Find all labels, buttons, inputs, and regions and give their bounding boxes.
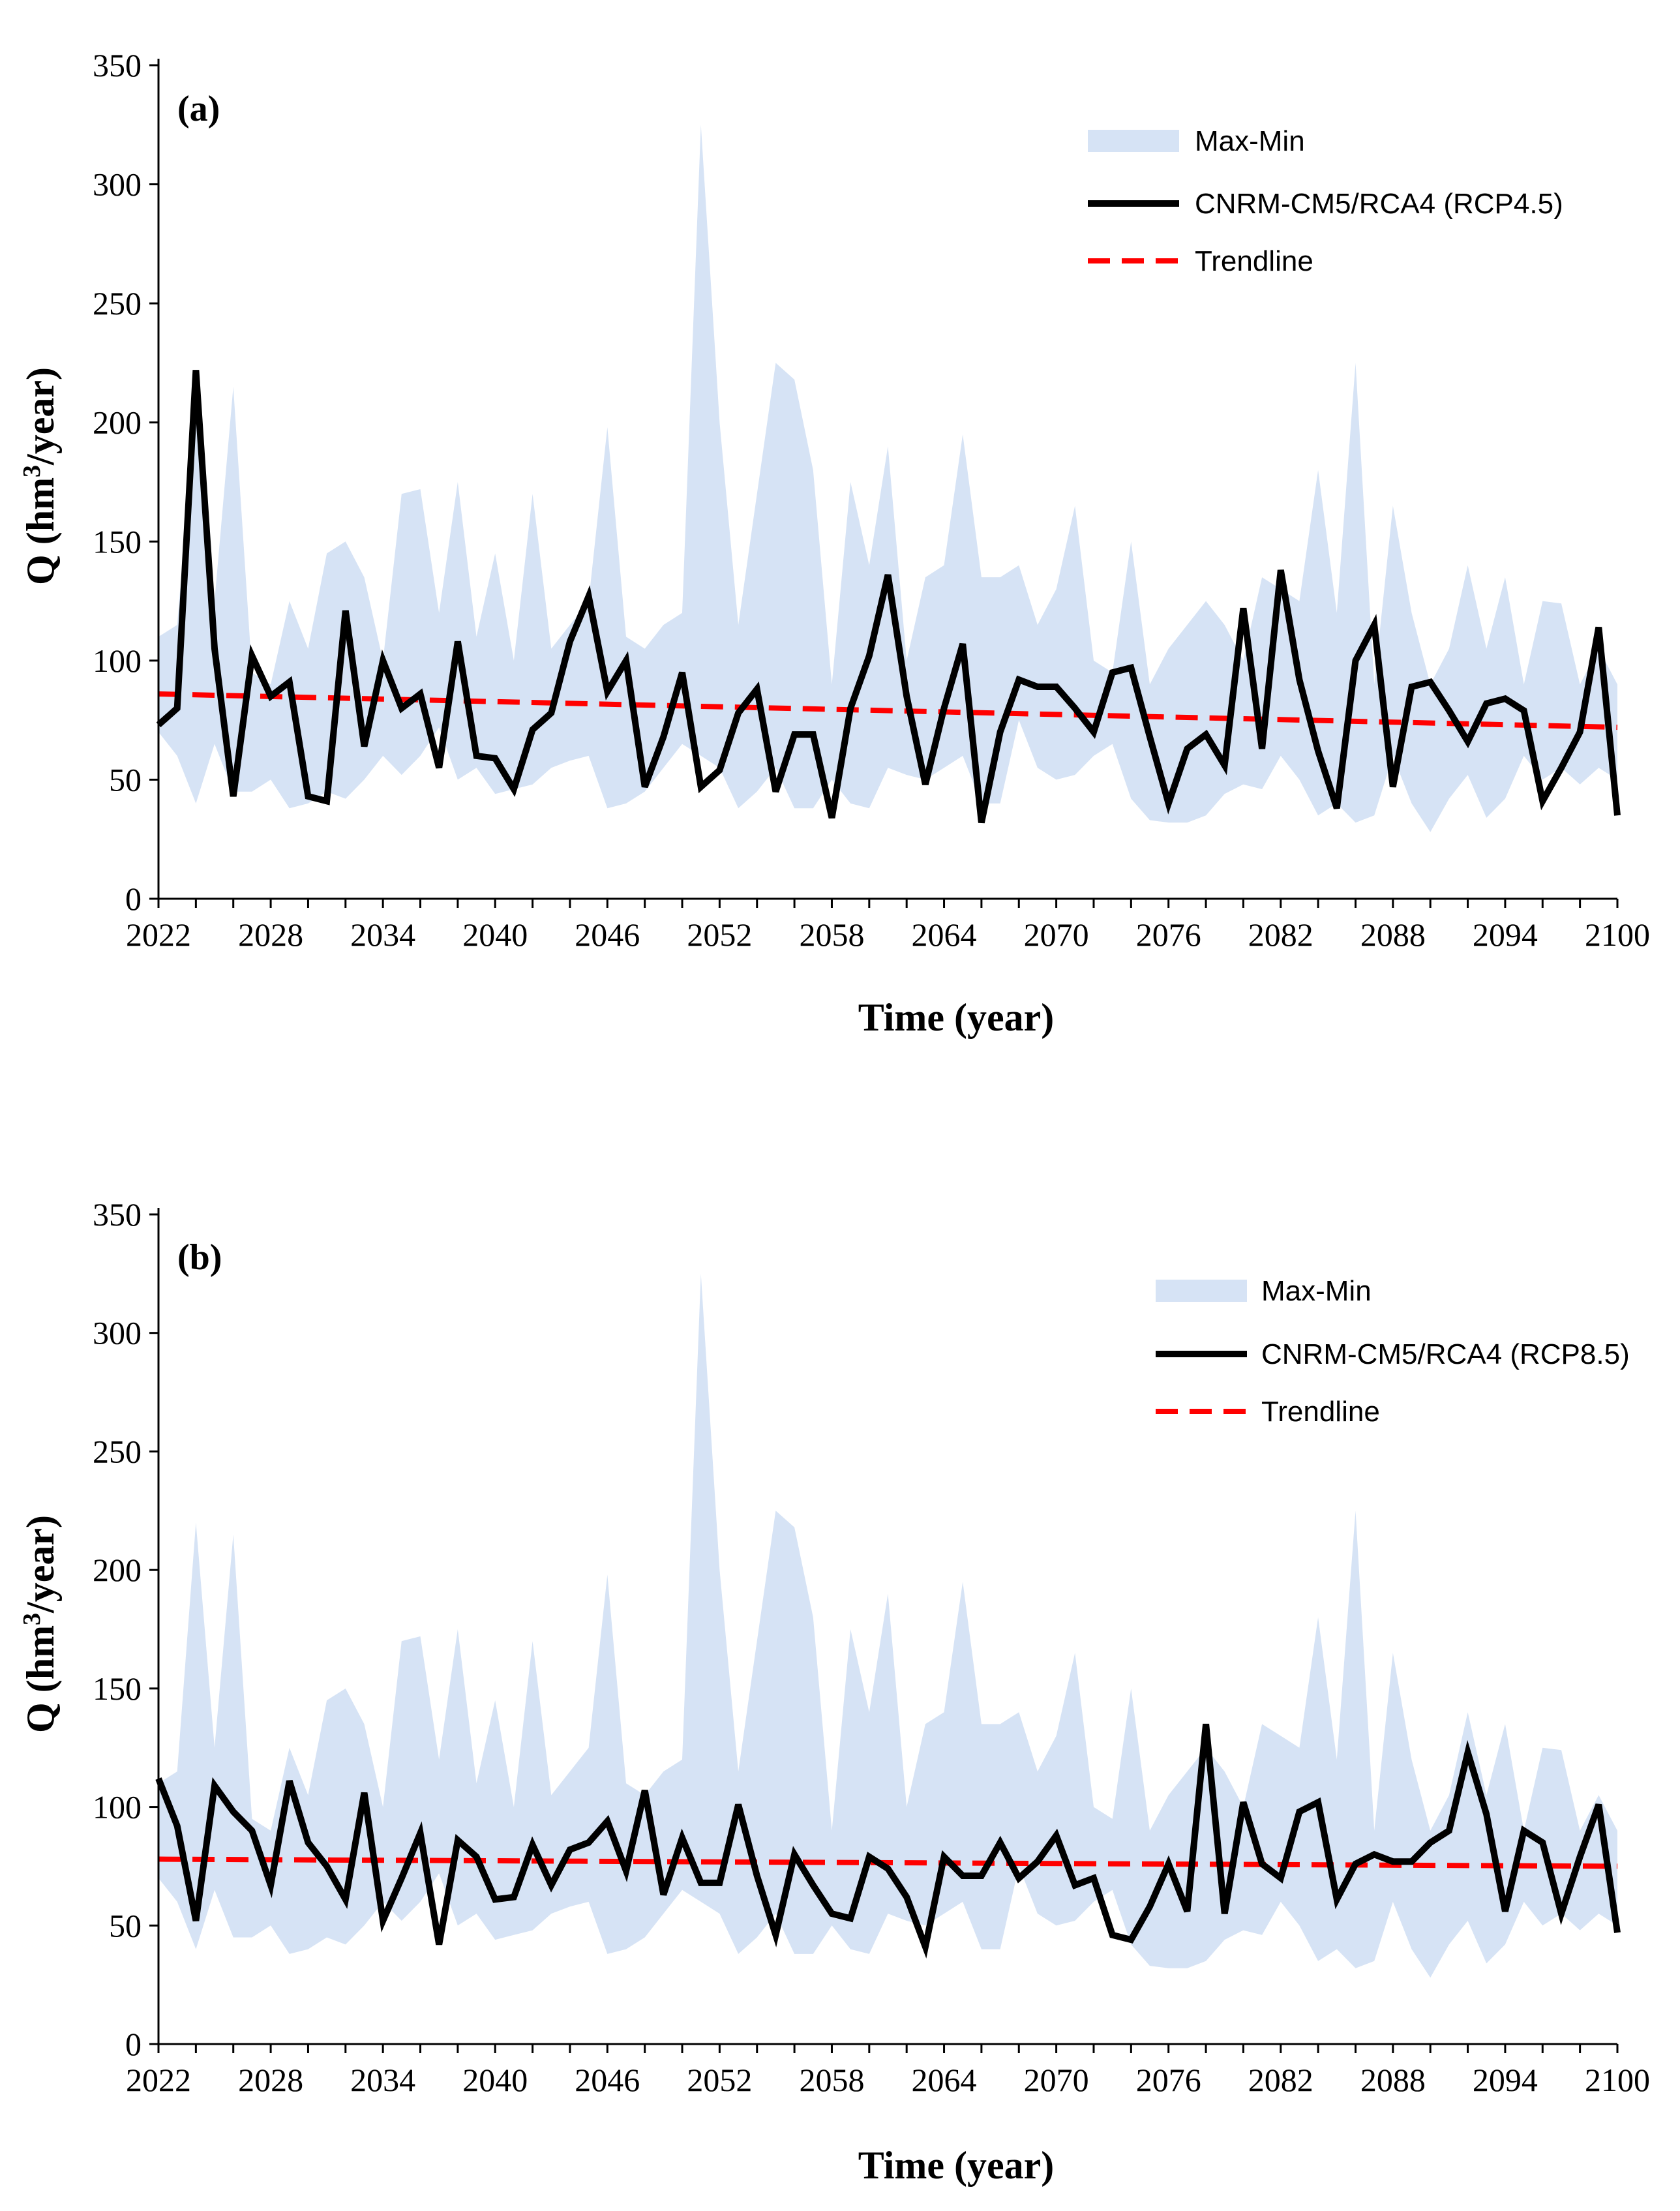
y-axis-title-suffix-a: /year) (19, 367, 62, 466)
max-min-band-a (158, 125, 1617, 832)
x-tick-label: 2064 (912, 916, 977, 953)
y-tick-label: 150 (93, 523, 142, 560)
y-tick-label: 200 (93, 404, 142, 441)
legend-label-band-a: Max-Min (1195, 125, 1305, 157)
x-tick-label: 2046 (575, 2062, 640, 2098)
legend-swatch-band-b (1156, 1280, 1247, 1302)
legend-b: Max-Min CNRM-CM5/RCA4 (RCP8.5) Trendline (1156, 1275, 1630, 1428)
x-tick-label: 2070 (1024, 916, 1089, 953)
legend-label-trend-a: Trendline (1195, 245, 1313, 277)
axes-b (149, 1208, 1619, 2053)
y-tick-label: 200 (93, 1552, 142, 1588)
legend-label-trend-b: Trendline (1261, 1396, 1380, 1428)
y-tick-label: 100 (93, 642, 142, 679)
y-tick-label: 0 (125, 880, 142, 917)
y-axis-title-sup-a: 3 (18, 465, 46, 477)
x-tick-label: 2040 (462, 2062, 528, 2098)
y-tick-label: 50 (109, 1907, 142, 1944)
x-tick-label: 2094 (1473, 2062, 1538, 2098)
x-tick-label: 2064 (912, 2062, 977, 2098)
x-tick-label: 2034 (350, 2062, 415, 2098)
y-tick-label: 350 (93, 47, 142, 83)
x-tick-label: 2028 (238, 916, 303, 953)
x-tick-labels-b: 2022 2028 2034 2040 2046 2052 2058 2064 2070 2076… (126, 2062, 1650, 2098)
y-tick-label: 350 (93, 1196, 142, 1233)
y-tick-label: 150 (93, 1670, 142, 1707)
y-tick-labels-a: 0 50 100 150 200 250 300 350 (93, 47, 142, 917)
y-tick-label: 50 (109, 761, 142, 798)
x-tick-label: 2022 (126, 916, 191, 953)
legend-swatch-band-a (1088, 130, 1179, 152)
x-tick-labels-a: 2022 2028 2034 2040 2046 2052 2058 2064 2070 2076… (126, 916, 1650, 953)
x-tick-label: 2088 (1360, 916, 1426, 953)
y-tick-label: 300 (93, 166, 142, 203)
y-tick-label: 100 (93, 1789, 142, 1826)
x-tick-label: 2046 (575, 916, 640, 953)
x-tick-label: 2040 (462, 916, 528, 953)
trendline-b (158, 1856, 1618, 1869)
x-tick-label: 2082 (1248, 916, 1313, 953)
y-axis-title-a: Q (hm3/year) (18, 367, 62, 585)
x-tick-label: 2052 (687, 916, 752, 953)
x-tick-label: 2034 (350, 916, 415, 953)
y-axis-title-sup-b: 3 (18, 1613, 46, 1625)
y-tick-label: 300 (93, 1315, 142, 1351)
x-tick-label: 2076 (1136, 916, 1201, 953)
x-tick-label: 2100 (1585, 2062, 1650, 2098)
x-axis-title-a: Time (year) (858, 996, 1054, 1039)
x-tick-label: 2076 (1136, 2062, 1201, 2098)
x-tick-label: 2052 (687, 2062, 752, 2098)
y-tick-labels-b: 0 50 100 150 200 250 300 350 (93, 1196, 142, 2062)
model-series-line-a (156, 370, 1621, 824)
x-axis-title-b: Time (year) (858, 2144, 1054, 2187)
x-tick-label: 2058 (799, 916, 864, 953)
legend-label-model-b: CNRM-CM5/RCA4 (RCP8.5) (1261, 1338, 1630, 1370)
panel-label-b: (b) (177, 1237, 222, 1278)
y-tick-label: 250 (93, 285, 142, 322)
max-min-band-b (158, 1273, 1617, 1978)
x-tick-label: 2070 (1024, 2062, 1089, 2098)
y-axis-title-b: Q (hm3/year) (18, 1515, 62, 1733)
y-tick-label: 0 (125, 2026, 142, 2062)
axes-a (149, 59, 1619, 908)
x-tick-label: 2088 (1360, 2062, 1426, 2098)
y-axis-title-prefix-b: Q (hm (19, 1625, 62, 1733)
x-tick-label: 2100 (1585, 916, 1650, 953)
legend-label-model-a: CNRM-CM5/RCA4 (RCP4.5) (1195, 188, 1563, 220)
panel-label-a: (a) (177, 89, 220, 129)
model-series-line-b (155, 1723, 1621, 1959)
y-tick-label: 250 (93, 1433, 142, 1469)
y-axis-title-suffix-b: /year) (19, 1515, 62, 1614)
x-tick-label: 2082 (1248, 2062, 1313, 2098)
legend-label-band-b: Max-Min (1261, 1275, 1372, 1307)
x-tick-label: 2022 (126, 2062, 191, 2098)
y-axis-title-prefix-a: Q (hm (19, 477, 62, 585)
legend-a: Max-Min CNRM-CM5/RCA4 (RCP4.5) Trendline (1088, 125, 1563, 277)
x-tick-label: 2094 (1473, 916, 1538, 953)
x-tick-label: 2028 (238, 2062, 303, 2098)
x-tick-label: 2058 (799, 2062, 864, 2098)
